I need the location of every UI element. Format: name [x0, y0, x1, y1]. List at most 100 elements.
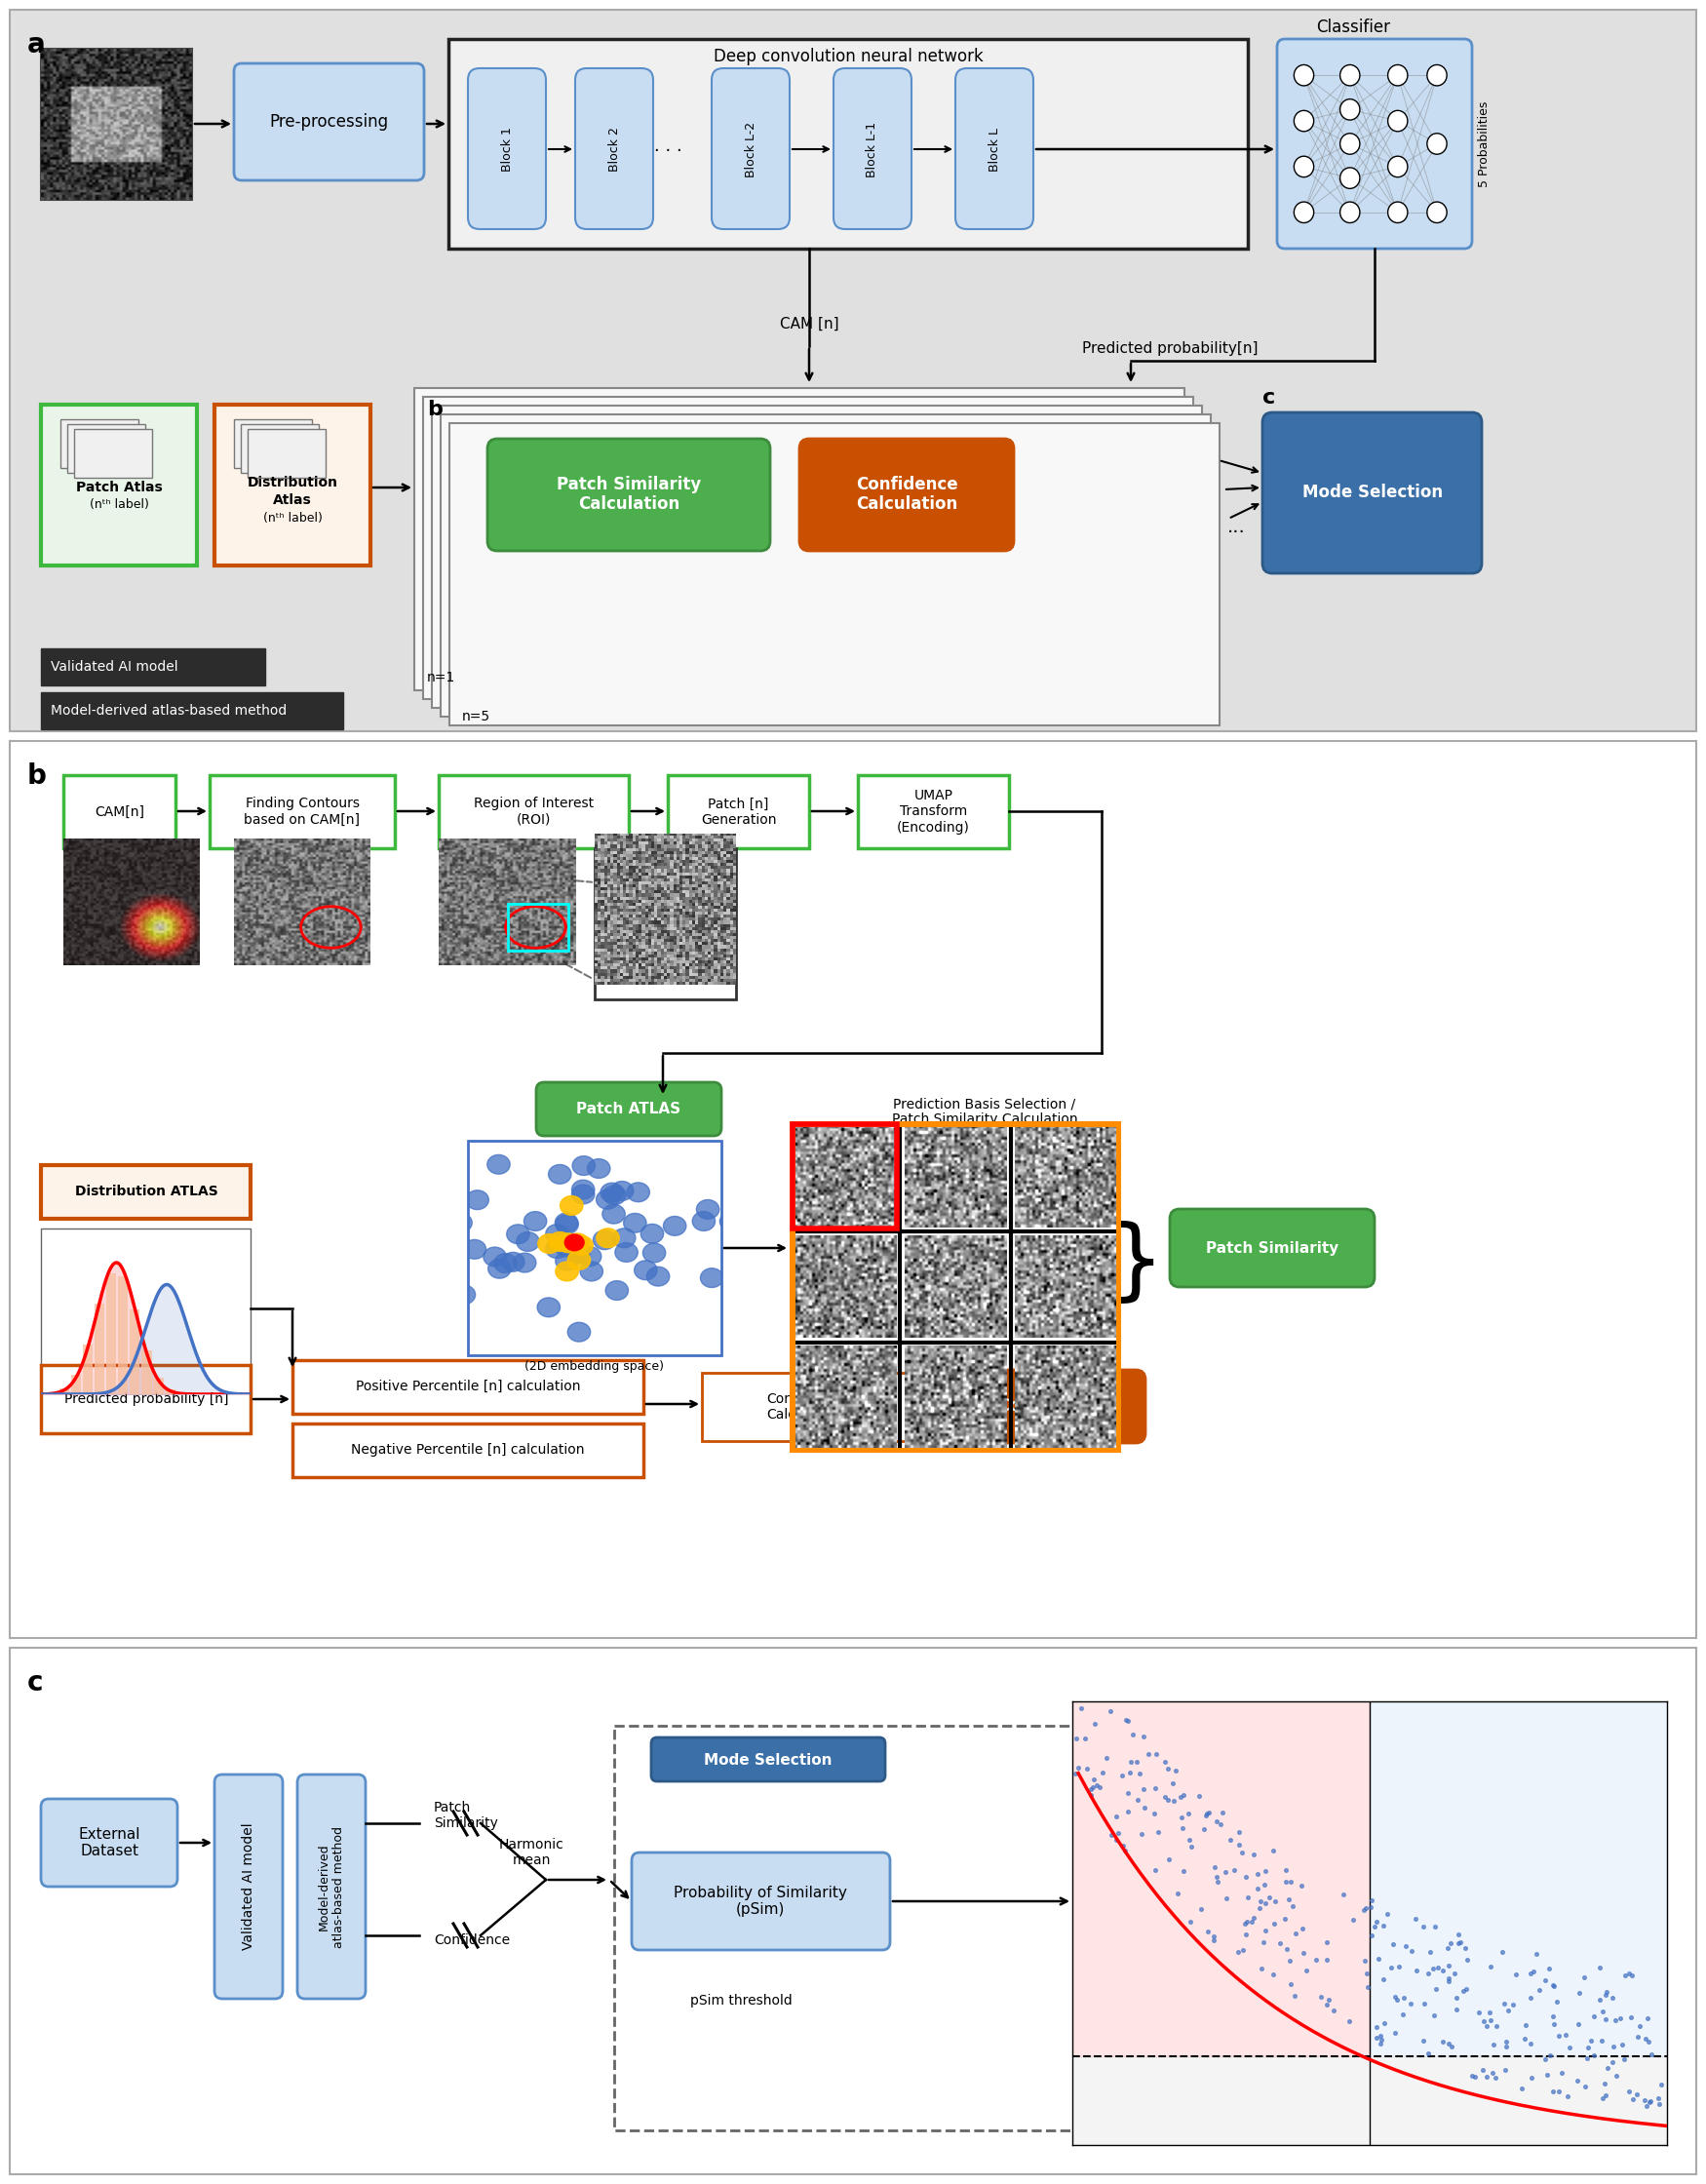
Point [1452, 1931, 1479, 1966]
Circle shape [643, 1243, 665, 1262]
Point [1261, 1907, 1288, 1942]
Point [1636, 2084, 1663, 2118]
Text: Classifier: Classifier [1315, 17, 1390, 37]
Point [1114, 1704, 1141, 1738]
Circle shape [612, 1227, 636, 1247]
Circle shape [1387, 66, 1407, 85]
Point [1472, 2060, 1500, 2094]
Bar [154, 1378, 164, 1393]
Circle shape [514, 1254, 536, 1273]
Point [1539, 1998, 1566, 2033]
Point [1517, 1955, 1544, 1990]
Point [1177, 1904, 1204, 1939]
Bar [508, 904, 568, 950]
Bar [438, 775, 630, 847]
Point [1469, 2053, 1496, 2088]
Point [1194, 1913, 1221, 1948]
Point [1546, 2018, 1573, 2053]
Point [1370, 1961, 1397, 1996]
FancyBboxPatch shape [1170, 1210, 1375, 1286]
Point [1194, 1795, 1221, 1830]
Point [1599, 1981, 1626, 2016]
Point [1610, 2042, 1638, 2077]
Point [1363, 2009, 1390, 2044]
Bar [241, 424, 319, 474]
Circle shape [507, 1225, 529, 1245]
Text: Distribution: Distribution [247, 476, 338, 489]
Circle shape [556, 1234, 580, 1254]
Bar [41, 1164, 251, 1219]
Bar [449, 39, 1247, 249]
Point [1288, 1870, 1315, 1904]
Point [1206, 1806, 1233, 1841]
Point [1575, 2029, 1602, 2064]
Point [1564, 2007, 1592, 2042]
Point [1537, 2038, 1564, 2073]
Text: CAM[n]: CAM[n] [94, 806, 145, 819]
Point [1247, 1885, 1274, 1920]
Point [1124, 1782, 1152, 1817]
Point [1392, 1928, 1419, 1963]
Point [1111, 1832, 1138, 1867]
Point [1382, 1979, 1409, 2014]
Point [1590, 1994, 1617, 2029]
Text: Predicted probability [n]: Predicted probability [n] [65, 1393, 229, 1406]
Point [1314, 1987, 1341, 2022]
Point [1389, 1998, 1416, 2033]
Point [1155, 1782, 1182, 1817]
FancyBboxPatch shape [950, 1369, 1145, 1444]
Point [1155, 1841, 1182, 1876]
Bar [41, 692, 343, 729]
Circle shape [537, 1297, 560, 1317]
Circle shape [1339, 133, 1360, 155]
Point [1646, 2088, 1674, 2123]
Point [1573, 2040, 1600, 2075]
Text: a: a [27, 31, 46, 59]
Bar [467, 1140, 722, 1356]
Point [1192, 1797, 1220, 1832]
Point [1112, 1701, 1140, 1736]
Point [1160, 1767, 1187, 1802]
Point [1580, 2038, 1607, 2073]
Point [1349, 1894, 1377, 1928]
Circle shape [546, 1225, 568, 1243]
Point [1648, 2066, 1675, 2101]
Circle shape [554, 1212, 578, 1232]
Point [1266, 1926, 1293, 1961]
Point [1080, 1662, 1107, 1697]
Point [1353, 1955, 1380, 1990]
Text: b: b [27, 762, 46, 791]
Point [1063, 1721, 1090, 1756]
Point [1438, 2029, 1465, 2064]
Circle shape [449, 1212, 473, 1232]
Point [1402, 1952, 1430, 1987]
Point [1593, 2051, 1621, 2086]
Point [1194, 1795, 1221, 1830]
Text: Block L: Block L [988, 127, 1001, 170]
Circle shape [1387, 201, 1407, 223]
Bar [72, 1374, 82, 1393]
Text: Patch Similarity: Patch Similarity [1206, 1241, 1339, 1256]
Text: Mode Selection: Mode Selection [705, 1752, 833, 1767]
Text: Confidence: Confidence [433, 1933, 510, 1948]
Point [1240, 1900, 1268, 1935]
Point [1421, 1909, 1448, 1944]
Bar [165, 1389, 176, 1393]
Point [1271, 1902, 1298, 1937]
Point [1141, 1795, 1169, 1830]
Point [1430, 1952, 1457, 1987]
Point [1435, 1948, 1462, 1983]
Circle shape [611, 1182, 633, 1201]
Point [1479, 2055, 1506, 2090]
Point [1493, 2029, 1520, 2064]
Point [1425, 1950, 1452, 1985]
Point [1163, 1876, 1191, 1911]
Bar [215, 404, 370, 566]
Point [1082, 1706, 1109, 1741]
Point [1493, 2025, 1520, 2060]
Circle shape [1339, 98, 1360, 120]
Text: Prediction Basis Selection /
Patch Similarity Calculation: Prediction Basis Selection / Patch Simil… [892, 1096, 1078, 1127]
Point [1602, 2057, 1629, 2092]
Point [1177, 1828, 1204, 1863]
Bar [292, 1361, 643, 1413]
